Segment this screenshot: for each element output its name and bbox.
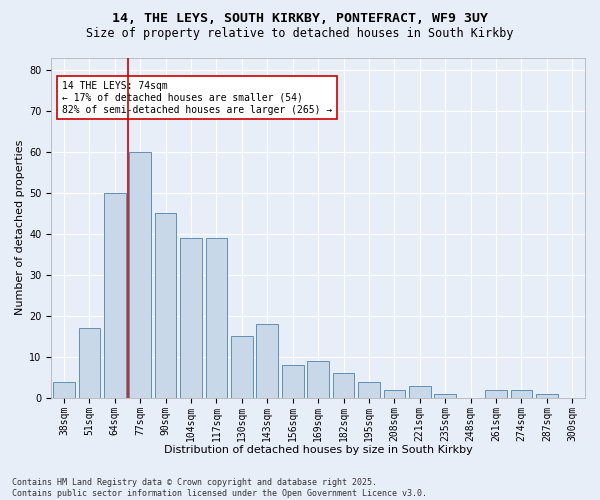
Bar <box>231 336 253 398</box>
Bar <box>333 374 355 398</box>
Bar <box>104 193 125 398</box>
Text: Contains HM Land Registry data © Crown copyright and database right 2025.
Contai: Contains HM Land Registry data © Crown c… <box>12 478 427 498</box>
Bar <box>130 152 151 398</box>
Bar <box>256 324 278 398</box>
X-axis label: Distribution of detached houses by size in South Kirkby: Distribution of detached houses by size … <box>164 445 473 455</box>
Text: Size of property relative to detached houses in South Kirkby: Size of property relative to detached ho… <box>86 28 514 40</box>
Bar <box>307 361 329 398</box>
Bar <box>511 390 532 398</box>
Text: 14 THE LEYS: 74sqm
← 17% of detached houses are smaller (54)
82% of semi-detache: 14 THE LEYS: 74sqm ← 17% of detached hou… <box>62 82 332 114</box>
Bar <box>155 214 176 398</box>
Bar <box>206 238 227 398</box>
Bar <box>79 328 100 398</box>
Bar <box>53 382 75 398</box>
Bar <box>409 386 431 398</box>
Bar <box>536 394 557 398</box>
Bar <box>358 382 380 398</box>
Bar <box>180 238 202 398</box>
Bar <box>383 390 405 398</box>
Text: 14, THE LEYS, SOUTH KIRKBY, PONTEFRACT, WF9 3UY: 14, THE LEYS, SOUTH KIRKBY, PONTEFRACT, … <box>112 12 488 26</box>
Bar <box>485 390 507 398</box>
Bar <box>434 394 456 398</box>
Bar <box>282 365 304 398</box>
Y-axis label: Number of detached properties: Number of detached properties <box>15 140 25 316</box>
